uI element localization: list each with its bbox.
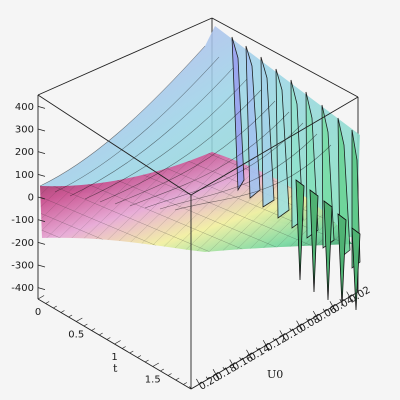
u0-axis-tick xyxy=(246,349,250,356)
u0-axis-tick xyxy=(222,366,225,370)
surface-mesh-lines xyxy=(39,45,332,211)
box-edge-top-back xyxy=(37,17,213,96)
t-axis-tick-label: 0.5 xyxy=(68,330,84,341)
z-axis-tick xyxy=(37,241,46,245)
t-axis: 0 0.5 1 1.5 xyxy=(35,295,198,390)
u0-axis-tick-label: 0.20 xyxy=(197,372,222,393)
u0-axis-tick xyxy=(189,386,192,390)
t-axis-tick xyxy=(183,382,188,385)
t-axis-tick xyxy=(68,314,73,318)
z-axis-tick-label: 300 xyxy=(15,125,34,136)
u0-axis-tick xyxy=(346,291,350,298)
box-edge-top-front-left xyxy=(37,94,192,196)
z-axis-tick-label: -300 xyxy=(11,261,34,272)
t-axis-tick xyxy=(91,328,96,331)
u0-axis-tick xyxy=(329,301,334,307)
z-axis-tick xyxy=(37,128,46,132)
u0-axis-tick xyxy=(262,339,267,346)
u0-axis-tick xyxy=(255,347,259,351)
u0-axis-tick xyxy=(306,318,309,322)
z-axis-tick xyxy=(37,219,46,223)
t-axis-tick xyxy=(114,340,121,345)
surface xyxy=(39,26,361,311)
z-axis-tick xyxy=(37,151,46,155)
box-edge-top-right xyxy=(211,17,359,98)
z-axis-tick-label: 400 xyxy=(15,102,34,113)
t-axis-tick-label: 1 xyxy=(111,352,117,363)
t-axis-label: t xyxy=(113,362,118,375)
t-axis-tick xyxy=(129,350,134,354)
t-axis-tick xyxy=(152,362,160,367)
t-axis-tick xyxy=(53,305,57,309)
z-axis-tick-label: -400 xyxy=(11,283,34,294)
u0-axis-tick xyxy=(196,378,200,385)
t-axis-tick xyxy=(76,317,83,322)
u0-axis-tick xyxy=(356,289,359,293)
u0-axis-tick xyxy=(272,337,275,341)
z-axis-tick-label: -100 xyxy=(11,215,34,226)
u0-axis-tick xyxy=(239,357,242,361)
t-axis-tick-label: 1.5 xyxy=(145,375,161,386)
t-axis-tick xyxy=(45,301,50,304)
box-edge-top-front-right xyxy=(190,96,359,196)
z-axis-tick xyxy=(37,196,46,200)
z-axis: 400 300 200 100 0 -100 -200 -300 -400 xyxy=(11,102,46,294)
u0-axis-tick xyxy=(296,320,300,327)
t-axis-tick xyxy=(83,323,88,327)
u0-axis-tick xyxy=(205,376,209,380)
z-axis-tick-label: 200 xyxy=(15,147,34,158)
t-axis-tick xyxy=(99,332,103,336)
u0-axis-tick xyxy=(212,369,217,375)
u0-axis-tick xyxy=(289,328,292,331)
u0-axis-tick xyxy=(322,308,325,312)
z-axis-tick xyxy=(37,287,46,291)
t-axis-tick xyxy=(137,355,142,358)
surface-spikes xyxy=(231,36,361,311)
u0-axis-tick xyxy=(279,330,284,336)
t-axis-tick xyxy=(60,310,65,313)
u0-axis-tick xyxy=(229,359,234,365)
t-axis-tick xyxy=(167,373,172,376)
z-axis-tick xyxy=(37,105,46,109)
z-axis-tick-label: 0 xyxy=(28,193,34,204)
u0-axis-tick xyxy=(312,310,317,317)
t-axis-tick xyxy=(144,359,149,363)
t-axis-tick xyxy=(37,295,45,300)
t-axis-tick xyxy=(121,346,126,349)
t-axis-tick-label: 0 xyxy=(35,307,41,318)
u0-axis-label: U0 xyxy=(267,368,283,381)
t-axis-tick xyxy=(190,385,198,390)
t-axis-tick xyxy=(106,337,111,340)
z-axis-tick-label: -200 xyxy=(11,238,34,249)
t-axis-tick xyxy=(160,368,165,372)
t-axis-tick xyxy=(175,377,180,381)
u0-axis-tick xyxy=(339,298,342,302)
z-axis-tick-label: 100 xyxy=(15,170,34,181)
z-axis-tick xyxy=(37,264,46,268)
z-axis-tick xyxy=(37,173,46,177)
